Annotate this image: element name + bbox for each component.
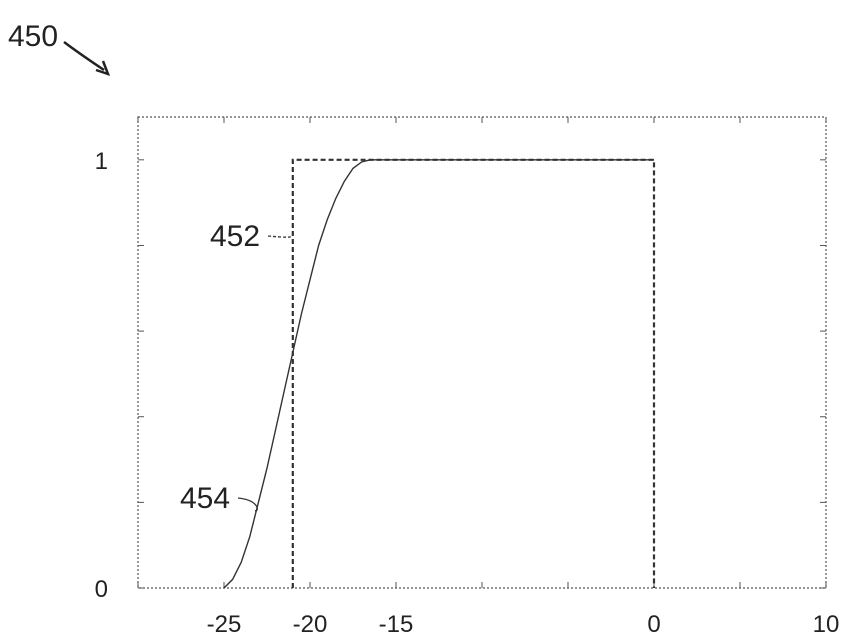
figure-label-arrowhead-icon [95, 60, 111, 77]
y-tick-label: 1 [95, 148, 108, 175]
series-line-454 [223, 159, 654, 589]
annotation-leader-452 [267, 235, 291, 238]
x-tick-label: -15 [379, 611, 414, 638]
x-tick-label: -25 [207, 611, 242, 638]
y-tick-label: 0 [95, 576, 108, 603]
series-layer [223, 158, 656, 589]
tick-marks [137, 117, 827, 589]
series-line-452 [291, 158, 656, 588]
y-tick-labels: 01 [95, 148, 108, 603]
x-tick-labels: -25 -20 -15 0 10 [207, 611, 840, 638]
annotation-label-454: 454 [180, 482, 230, 515]
x-tick-label: 10 [813, 611, 840, 638]
annotation-label-452: 452 [210, 220, 260, 253]
x-tick-label: 0 [647, 611, 660, 638]
figure-label: 450 [8, 20, 58, 53]
x-tick-label: -20 [293, 611, 328, 638]
annotation-leader-454 [237, 497, 258, 512]
annotations: 452 454 [180, 220, 291, 515]
plot-frame [137, 116, 827, 589]
figure-label-arrow-icon [63, 40, 105, 72]
